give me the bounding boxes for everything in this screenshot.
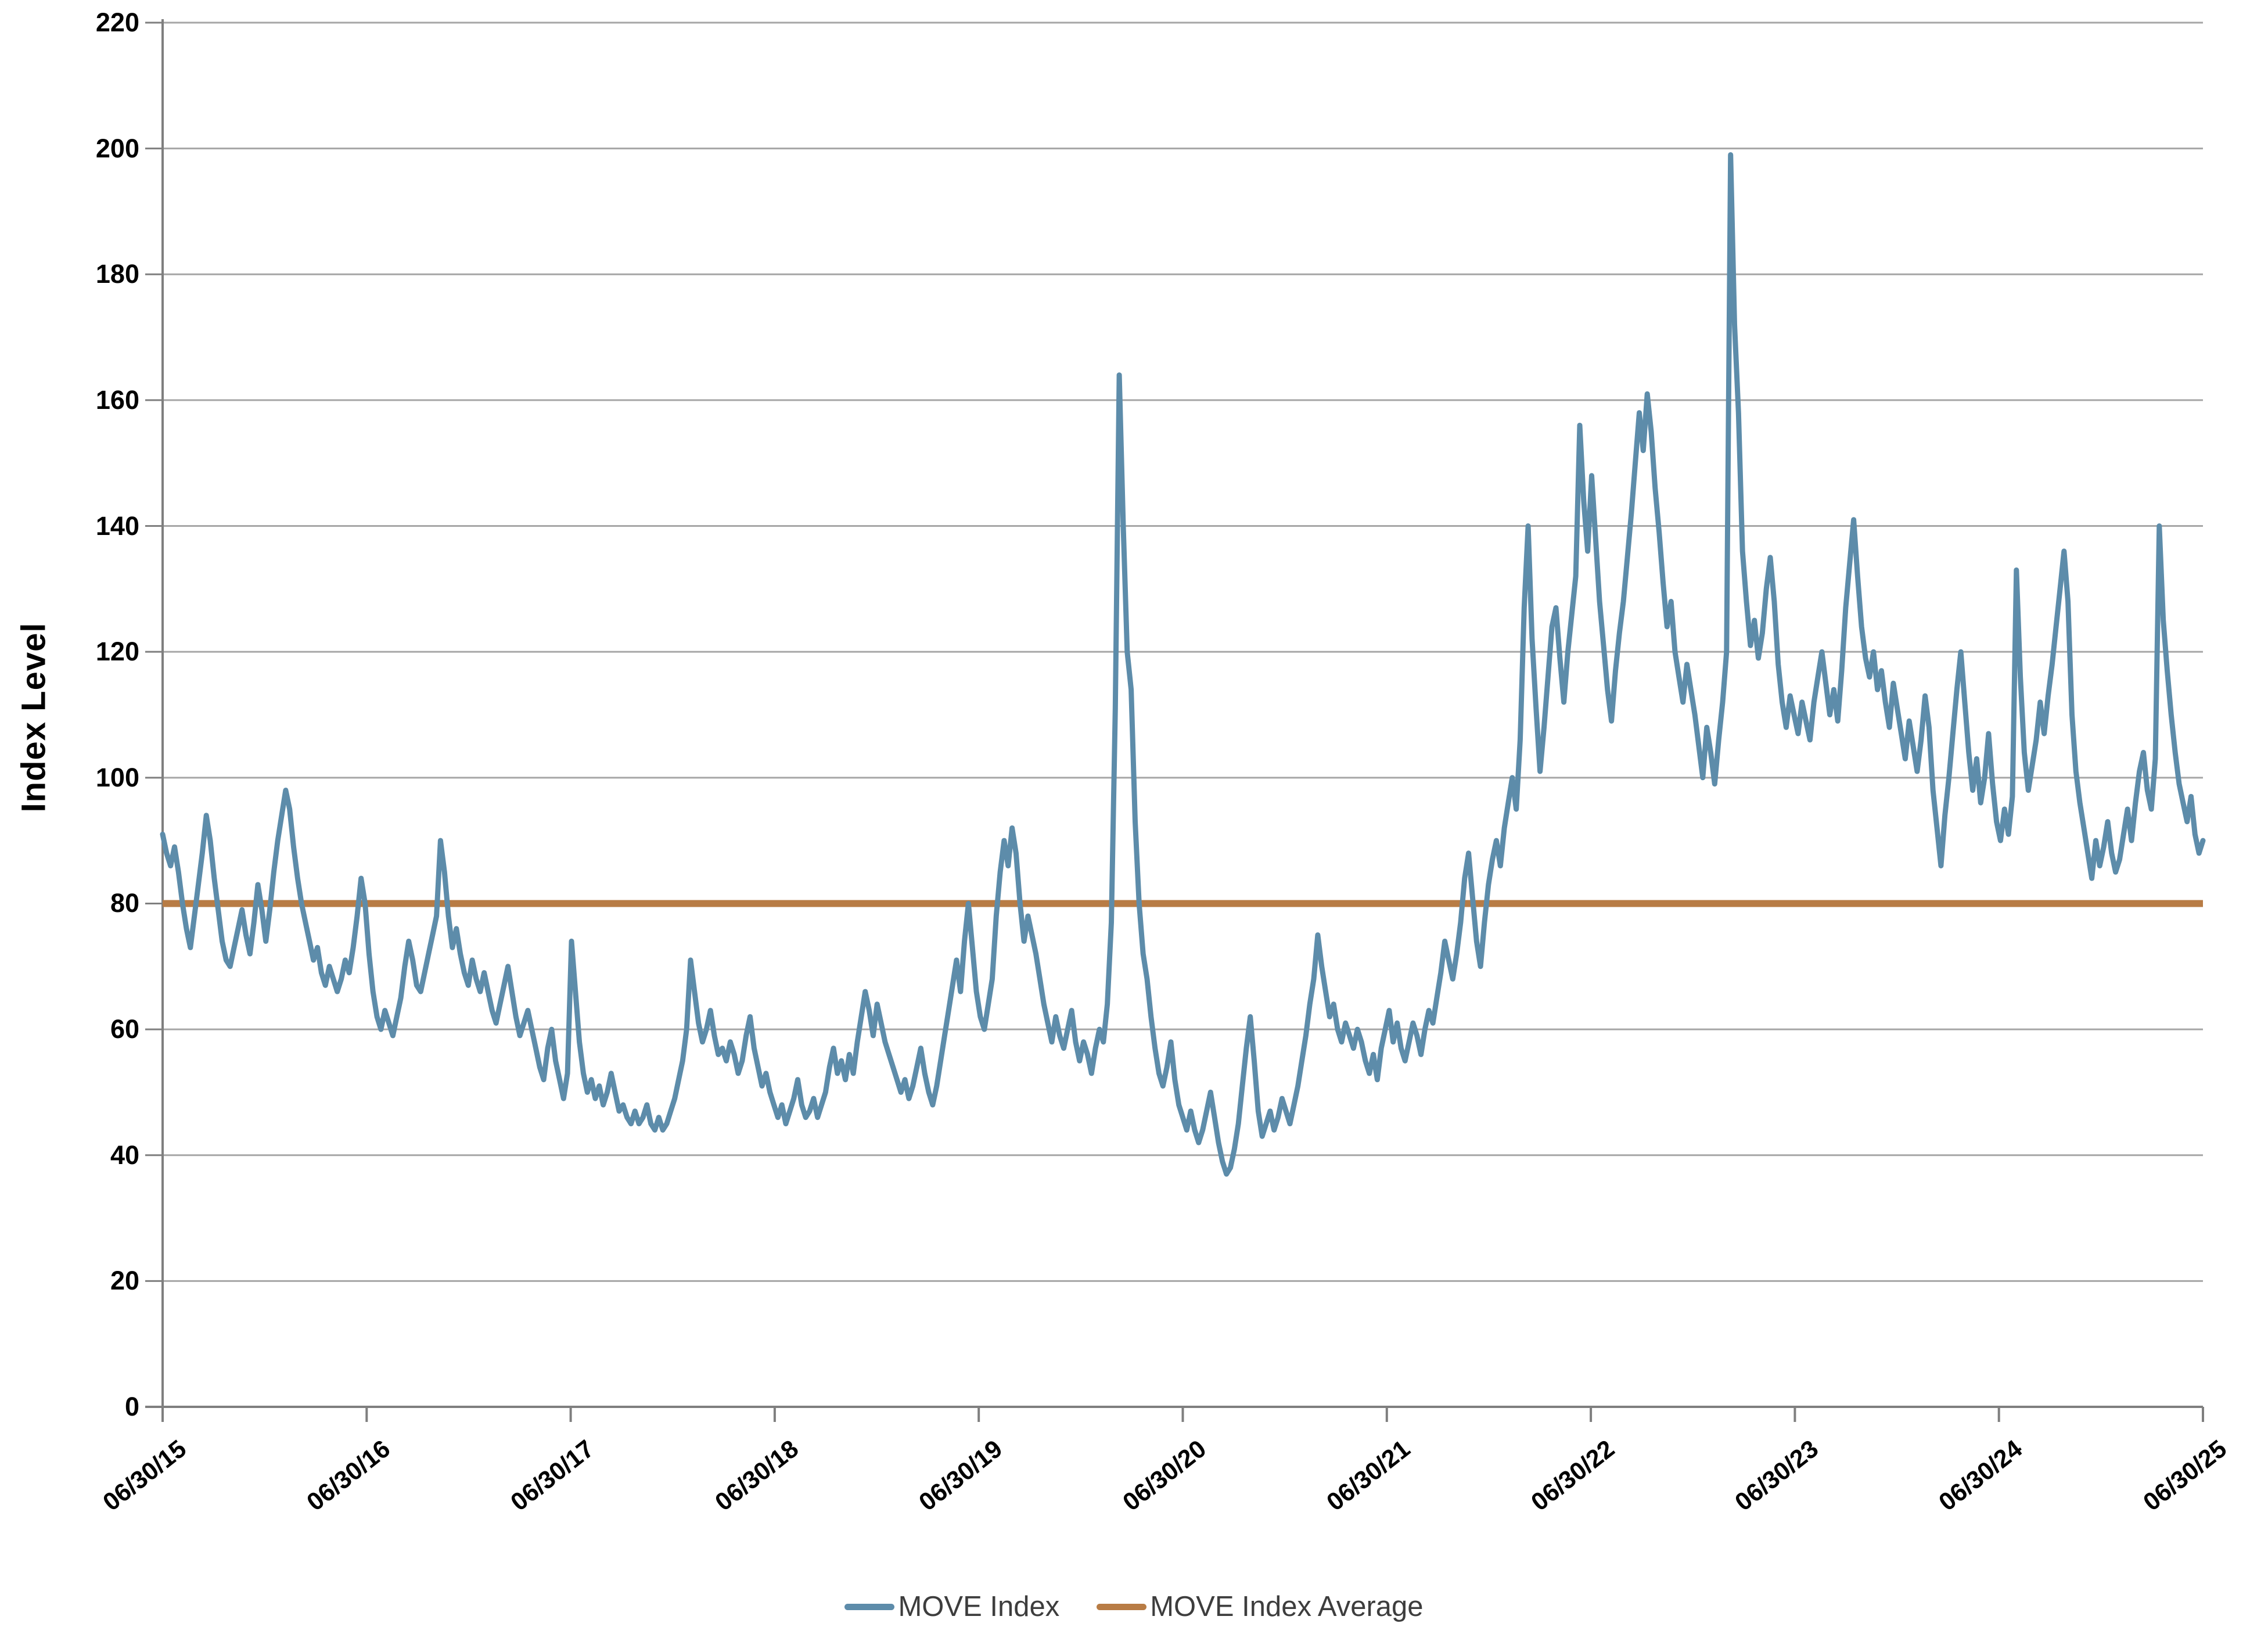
y-tick-label-180: 180 [95, 259, 139, 289]
move-index-line-swatch [844, 1603, 895, 1610]
y-tick-label-200: 200 [95, 133, 139, 163]
legend-label-move-index: MOVE Index [898, 1591, 1060, 1622]
y-tick-label-120: 120 [95, 637, 139, 667]
legend-item-move-index: MOVE Index [844, 1590, 1059, 1623]
y-tick-label-160: 160 [95, 385, 139, 415]
legend-label-move-index-average: MOVE Index Average [1150, 1591, 1424, 1622]
move-index-average-line-swatch [1097, 1603, 1147, 1610]
y-tick-label-40: 40 [110, 1140, 139, 1170]
y-tick-label-80: 80 [110, 888, 139, 918]
y-tick-label-100: 100 [95, 762, 139, 792]
y-tick-label-140: 140 [95, 511, 139, 541]
y-tick-label-60: 60 [110, 1014, 139, 1044]
y-tick-label-220: 220 [95, 8, 139, 37]
y-tick-label-20: 20 [110, 1266, 139, 1296]
legend-item-move-index-average: MOVE Index Average [1097, 1590, 1424, 1623]
y-tick-label-0: 0 [124, 1392, 139, 1421]
legend: MOVE Index MOVE Index Average [0, 1590, 2268, 1623]
move-index-line [160, 152, 2206, 1177]
